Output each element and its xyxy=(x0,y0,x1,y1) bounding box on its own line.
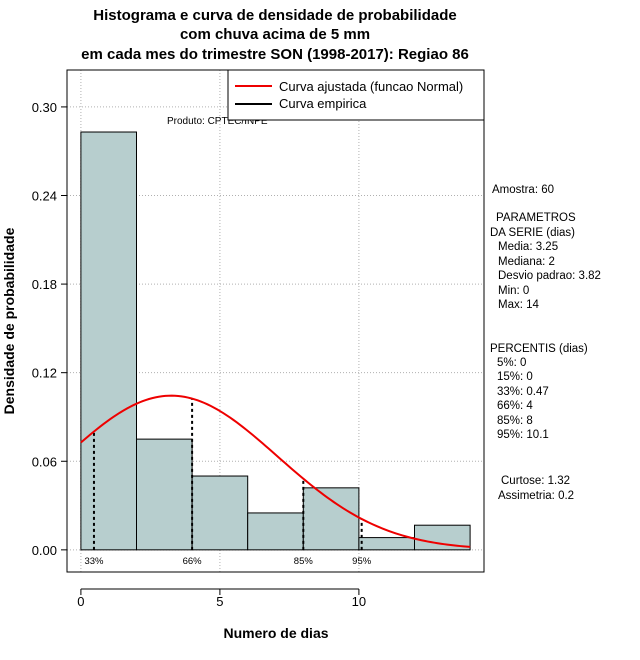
histogram-bar-0 xyxy=(80,131,137,551)
percentile-label-1: 66% xyxy=(183,556,203,567)
x-axis: 0 5 10 xyxy=(77,588,366,609)
statistics-panel: Amostra: 60 PARAMETROS DA SERIE (dias) M… xyxy=(490,184,601,502)
percentile-5: 5%: 0 xyxy=(497,357,526,369)
sample-size: Amostra: 60 xyxy=(492,184,554,196)
params-title-2: DA SERIE (dias) xyxy=(490,227,575,239)
x-tick-label: 10 xyxy=(352,594,366,609)
chart-title-line-2: com chuva acima de 5 mm xyxy=(180,26,370,43)
legend-fitted-label: Curva ajustada (funcao Normal) xyxy=(279,79,463,94)
percentile-95: 95%: 10.1 xyxy=(497,429,549,441)
histogram-bar-3 xyxy=(247,512,304,551)
y-tick-label: 0.12 xyxy=(32,366,57,381)
histogram-bar-1 xyxy=(136,438,193,551)
chart-title-line-3: em cada mes do trimestre SON (1998-2017)… xyxy=(81,46,469,63)
params-title-1: PARAMETROS xyxy=(496,212,576,224)
fitted-normal-curve xyxy=(80,394,471,548)
param-sd: Desvio padrao: 3.82 xyxy=(498,270,601,282)
percentile-15: 15%: 0 xyxy=(497,371,533,383)
percentile-lines: 33% 66% 85% 95% xyxy=(84,398,372,567)
y-axis-label: Densidade de probabilidade xyxy=(1,227,17,414)
x-axis-label: Numero de dias xyxy=(223,625,328,641)
legend-box xyxy=(227,69,485,121)
param-min: Min: 0 xyxy=(498,285,529,297)
histogram-bar-4 xyxy=(302,487,360,551)
chart-title-line-1: Histograma e curva de densidade de proba… xyxy=(93,7,456,24)
param-median: Mediana: 2 xyxy=(498,256,555,268)
percentile-label-2: 85% xyxy=(294,556,314,567)
x-tick-label: 0 xyxy=(77,594,84,609)
percentile-label-3: 95% xyxy=(352,556,372,567)
histogram-bar-2 xyxy=(191,475,249,551)
histogram-bar-6 xyxy=(414,524,471,551)
percentile-85: 85%: 8 xyxy=(497,415,533,427)
x-tick-label: 5 xyxy=(216,594,223,609)
legend-empirical-label: Curva empirica xyxy=(279,96,367,111)
legend: Curva ajustada (funcao Normal) Curva emp… xyxy=(227,69,485,121)
y-axis: 0.00 0.06 0.12 0.18 0.24 0.30 xyxy=(32,100,68,558)
percentile-66: 66%: 4 xyxy=(497,400,533,412)
y-tick-label: 0.24 xyxy=(32,189,57,204)
product-annotation: Produto: CPTEC/INPE xyxy=(167,116,268,127)
percentile-33: 33%: 0.47 xyxy=(497,386,549,398)
histogram-bar-5 xyxy=(358,537,415,551)
histogram-bars xyxy=(80,131,471,551)
y-tick-label: 0.00 xyxy=(32,543,57,558)
y-tick-label: 0.30 xyxy=(32,100,57,115)
y-tick-label: 0.06 xyxy=(32,454,57,469)
skewness: Assimetria: 0.2 xyxy=(498,490,574,502)
y-tick-label: 0.18 xyxy=(32,277,57,292)
param-max: Max: 14 xyxy=(498,299,540,311)
percentiles-title: PERCENTIS (dias) xyxy=(490,343,588,355)
param-mean: Media: 3.25 xyxy=(498,241,558,253)
kurtosis: Curtose: 1.32 xyxy=(501,475,570,487)
percentile-label-0: 33% xyxy=(84,556,104,567)
